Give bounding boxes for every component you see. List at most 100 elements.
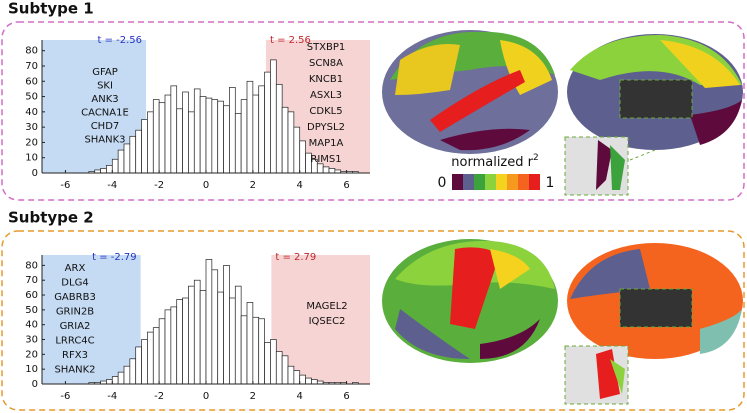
- panel-frame: [1, 230, 745, 411]
- threshold-label: t = -2.79: [92, 252, 137, 263]
- gene-label: GRIN2B: [56, 307, 94, 318]
- threshold-shade: [42, 255, 141, 384]
- colorbar-title-text: normalized r: [451, 155, 533, 170]
- histogram-bar: [234, 113, 242, 174]
- histogram-bar: [217, 100, 224, 174]
- histogram-bar: [211, 269, 219, 385]
- histogram-bar: [252, 316, 260, 385]
- histogram-bar: [152, 327, 160, 385]
- histogram-bar: [199, 96, 207, 174]
- gene-label: LRRC4C: [55, 336, 94, 347]
- histogram-bar: [193, 279, 201, 385]
- x-tick-label: 0: [203, 180, 209, 191]
- colorbar-swatch: [452, 174, 463, 190]
- gene-label: RFX3: [62, 350, 88, 361]
- y-tick-label: 40: [25, 320, 38, 331]
- histogram-bar: [293, 126, 301, 174]
- colorbar-title: normalized r2: [451, 153, 538, 170]
- histogram-bar: [270, 59, 277, 174]
- gene-label: SHANK2: [54, 365, 95, 376]
- y-tick-label: 0: [32, 379, 38, 390]
- y-tick-label: 80: [25, 46, 38, 57]
- histogram-bar: [117, 149, 125, 174]
- y-tick-label: 0: [32, 168, 38, 179]
- histogram-bar: [164, 94, 172, 174]
- x-tick-label: -4: [107, 391, 117, 402]
- histogram-bar: [234, 285, 242, 385]
- histogram-bar: [322, 166, 330, 174]
- histogram-bar: [258, 85, 265, 174]
- histogram-bar: [246, 302, 254, 385]
- threshold-label: t = 2.56: [270, 35, 311, 46]
- histogram-bar: [158, 102, 166, 174]
- gene-label: STXBP1: [307, 42, 346, 53]
- y-tick-label: 30: [25, 122, 38, 133]
- gene-label: KNCB1: [309, 74, 343, 85]
- histogram-bar: [170, 306, 178, 385]
- histogram-bar: [100, 168, 107, 174]
- histogram-bar: [170, 85, 178, 174]
- histogram-bar: [205, 97, 213, 174]
- histogram-bar: [141, 339, 148, 385]
- histogram-bar: [316, 163, 324, 174]
- colorbar-swatch: [463, 174, 474, 190]
- histogram-bar: [111, 158, 119, 174]
- histogram-bar: [123, 365, 131, 385]
- histogram-bar: [147, 111, 154, 174]
- histogram-bar: [223, 105, 230, 174]
- histogram-bar: [135, 129, 142, 174]
- gene-label: RIMS1: [310, 154, 341, 165]
- histogram-bar: [211, 99, 219, 174]
- histogram-bar: [106, 165, 113, 174]
- histogram-bar: [287, 365, 295, 385]
- histogram-bar: [199, 290, 207, 385]
- colorbar-tick-label: 0: [438, 175, 447, 191]
- y-tick-label: 30: [25, 335, 38, 346]
- histogram-bar: [229, 87, 236, 174]
- histogram-bar: [311, 379, 318, 385]
- panel-frame: [1, 21, 745, 201]
- histogram-bar: [299, 140, 306, 174]
- colorbar-swatch: [496, 174, 507, 190]
- y-tick-label: 50: [25, 92, 38, 103]
- histogram-bar: [223, 265, 230, 385]
- colorbar-swatch: [529, 174, 540, 190]
- histogram-bar: [117, 371, 125, 385]
- histogram-bar: [270, 339, 277, 385]
- y-tick-label: 10: [25, 364, 38, 375]
- histogram-bar: [281, 106, 289, 174]
- lateral-brain: [382, 30, 558, 154]
- histogram-bar: [135, 346, 142, 385]
- panel-title: Subtype 1: [8, 0, 94, 18]
- y-tick-label: 60: [25, 290, 38, 301]
- histogram-bar: [275, 83, 283, 174]
- histogram-bar: [129, 135, 137, 174]
- histogram-bar: [176, 299, 183, 385]
- histogram-bar: [281, 355, 289, 385]
- panel-title: Subtype 2: [8, 209, 94, 227]
- gene-label: MAP1A: [309, 138, 344, 149]
- gene-label: CDKL5: [309, 106, 342, 117]
- x-tick-label: 6: [343, 180, 349, 191]
- histogram-bar: [246, 80, 254, 174]
- histogram-bar: [147, 331, 154, 385]
- histogram-bar: [258, 318, 265, 385]
- histogram-bar: [152, 99, 160, 174]
- colorbar-swatch: [518, 174, 529, 190]
- colorbar-swatch: [485, 174, 496, 190]
- histogram-bar: [275, 351, 283, 385]
- histogram-bar: [176, 108, 183, 174]
- gene-label: GABRB3: [54, 292, 96, 303]
- gene-label: GRIA2: [60, 321, 91, 332]
- x-tick-label: -6: [60, 180, 70, 191]
- medial-brain: [567, 34, 743, 150]
- y-tick-label: 60: [25, 76, 38, 87]
- brain-maps: [382, 30, 743, 405]
- colorbar-swatch: [474, 174, 485, 190]
- colorbar-swatch: [507, 174, 518, 190]
- inset: [564, 136, 656, 196]
- histogram-bar: [264, 342, 271, 385]
- gene-label: SCN8A: [309, 58, 343, 69]
- y-tick-label: 70: [25, 61, 38, 72]
- y-tick-label: 10: [25, 153, 38, 164]
